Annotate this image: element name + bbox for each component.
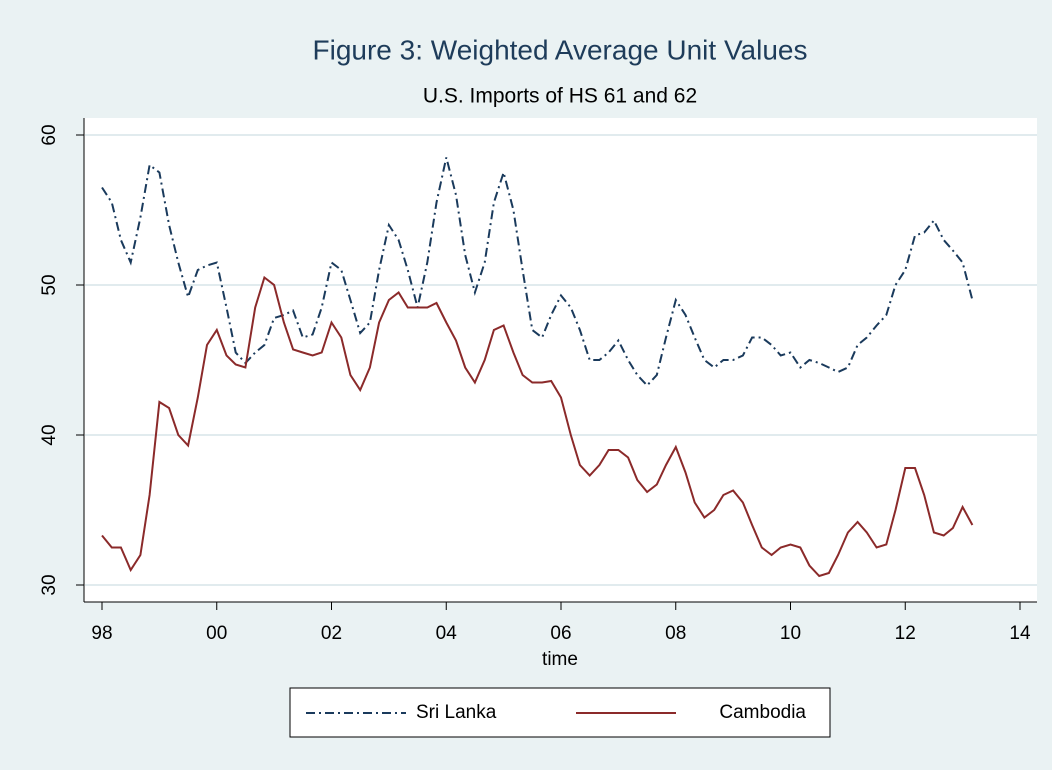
legend (289, 687, 831, 738)
x-tick-label: 98 (91, 623, 112, 644)
x-tick-label: 06 (550, 623, 571, 644)
chart-subtitle: U.S. Imports of HS 61 and 62 (423, 85, 697, 108)
x-axis-label: time (542, 649, 578, 670)
x-tick-label: 00 (206, 623, 227, 644)
y-tick-label: 50 (39, 274, 60, 295)
x-tick-label: 14 (1009, 623, 1031, 644)
chart-title: Figure 3: Weighted Average Unit Values (313, 34, 808, 65)
y-tick-label: 60 (39, 124, 60, 145)
series-line (101, 275, 974, 578)
y-tick-label: 40 (39, 424, 60, 445)
x-tick-label: 12 (895, 623, 916, 644)
plot-area (84, 118, 1037, 602)
y-tick-label: 30 (39, 574, 60, 595)
legend-label: Sri Lanka (416, 702, 497, 723)
x-tick-label: 02 (321, 623, 342, 644)
x-tick-label: 04 (436, 623, 458, 644)
legend-label: Cambodia (719, 702, 806, 723)
x-tick-label: 10 (780, 623, 801, 644)
x-tick-label: 08 (665, 623, 686, 644)
